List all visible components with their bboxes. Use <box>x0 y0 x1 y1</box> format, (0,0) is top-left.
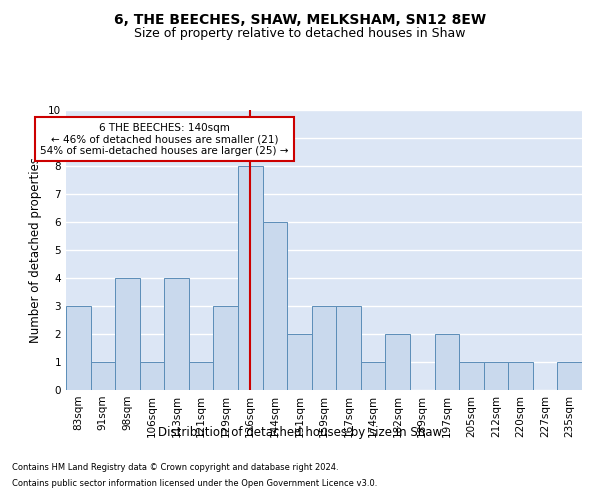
Bar <box>238 166 263 390</box>
Bar <box>263 222 287 390</box>
Text: Distribution of detached houses by size in Shaw: Distribution of detached houses by size … <box>158 426 442 439</box>
Bar <box>459 362 484 390</box>
Bar <box>91 362 115 390</box>
Bar <box>115 278 140 390</box>
Text: 6 THE BEECHES: 140sqm
← 46% of detached houses are smaller (21)
54% of semi-deta: 6 THE BEECHES: 140sqm ← 46% of detached … <box>40 122 289 156</box>
Y-axis label: Number of detached properties: Number of detached properties <box>29 157 43 343</box>
Text: Size of property relative to detached houses in Shaw: Size of property relative to detached ho… <box>134 28 466 40</box>
Bar <box>385 334 410 390</box>
Bar <box>434 334 459 390</box>
Text: Contains HM Land Registry data © Crown copyright and database right 2024.: Contains HM Land Registry data © Crown c… <box>12 464 338 472</box>
Bar <box>287 334 312 390</box>
Bar <box>140 362 164 390</box>
Text: 6, THE BEECHES, SHAW, MELKSHAM, SN12 8EW: 6, THE BEECHES, SHAW, MELKSHAM, SN12 8EW <box>114 12 486 26</box>
Bar <box>66 306 91 390</box>
Bar <box>214 306 238 390</box>
Bar <box>508 362 533 390</box>
Bar <box>557 362 582 390</box>
Bar <box>189 362 214 390</box>
Bar <box>484 362 508 390</box>
Bar <box>361 362 385 390</box>
Bar <box>312 306 336 390</box>
Bar <box>336 306 361 390</box>
Bar <box>164 278 189 390</box>
Text: Contains public sector information licensed under the Open Government Licence v3: Contains public sector information licen… <box>12 478 377 488</box>
